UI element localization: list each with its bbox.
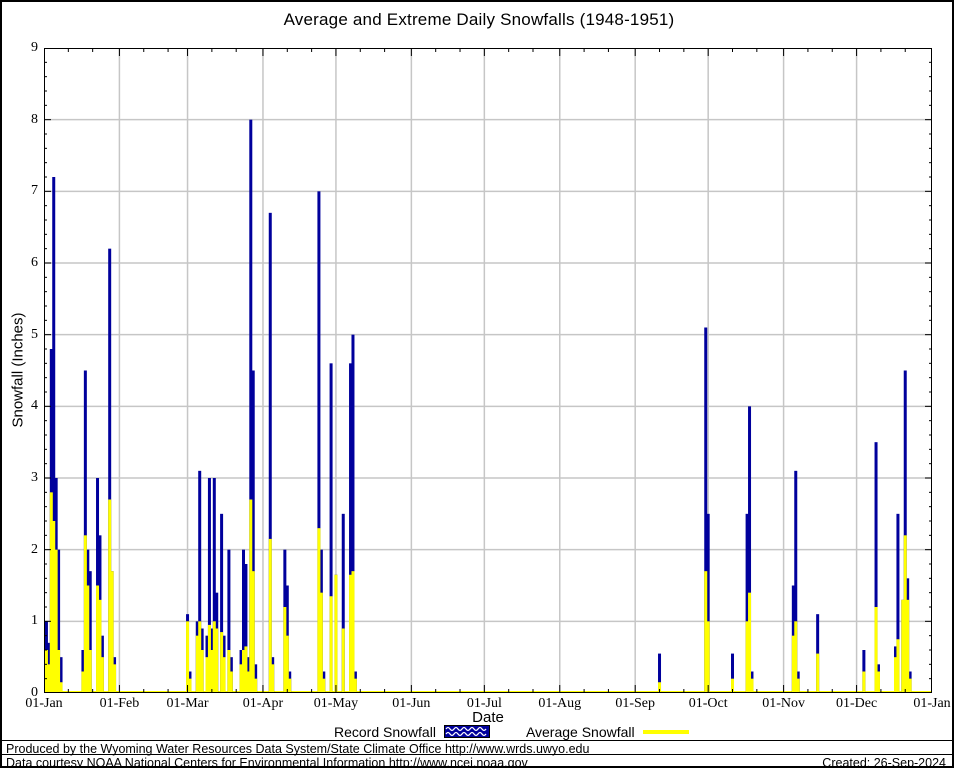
footer-divider-bottom (2, 754, 952, 755)
x-tick-label: 01-Oct (688, 696, 728, 711)
snowfall-chart (43, 47, 933, 694)
x-tick-label: 01-Jan (25, 696, 63, 711)
y-tick-label: 2 (31, 541, 38, 557)
y-tick-label: 7 (31, 183, 38, 199)
record-snowfall-swatch-icon (443, 725, 490, 738)
legend: Record Snowfall Average Snowfall (334, 723, 689, 740)
y-tick-label: 3 (31, 470, 38, 485)
footer-produced-by: Produced by the Wyoming Water Resources … (6, 742, 590, 756)
x-tick-label: 01-Apr (242, 696, 284, 711)
x-tick-label: 01-Nov (762, 696, 805, 711)
legend-average-label: Average Snowfall (525, 723, 635, 740)
y-tick-label: 6 (31, 255, 38, 270)
x-tick-label: 01-May (313, 696, 359, 711)
x-tick-label: 01-Jul (466, 696, 502, 711)
legend-record-label: Record Snowfall (334, 723, 436, 740)
footer-divider-top (2, 740, 952, 741)
y-tick-label: 5 (31, 326, 38, 342)
x-tick-label: 01-Jan (913, 696, 951, 711)
y-tick-label: 8 (31, 111, 38, 127)
created-date: Created: 26-Sep-2024 (822, 756, 946, 768)
plot-area (43, 47, 933, 694)
x-axis-title: Date (472, 709, 504, 726)
x-tick-label: 01-Feb (99, 696, 140, 711)
y-tick-label: 9 (31, 40, 38, 55)
y-tick-label: 0 (31, 685, 38, 700)
y-tick-label: 4 (31, 398, 38, 414)
x-tick-label: 01-Sep (615, 696, 656, 711)
average-snowfall-line-icon (642, 729, 689, 734)
x-tick-label: 01-Jun (392, 696, 431, 711)
chart-title: Average and Extreme Daily Snowfalls (194… (283, 10, 675, 29)
x-tick-label: 01-Dec (835, 696, 878, 711)
y-tick-label: 1 (31, 613, 38, 629)
x-tick-label: 01-Mar (166, 696, 209, 711)
footer-data-courtesy: Data courtesy NOAA National Centers for … (6, 756, 528, 768)
x-tick-label: 01-Aug (538, 696, 582, 711)
